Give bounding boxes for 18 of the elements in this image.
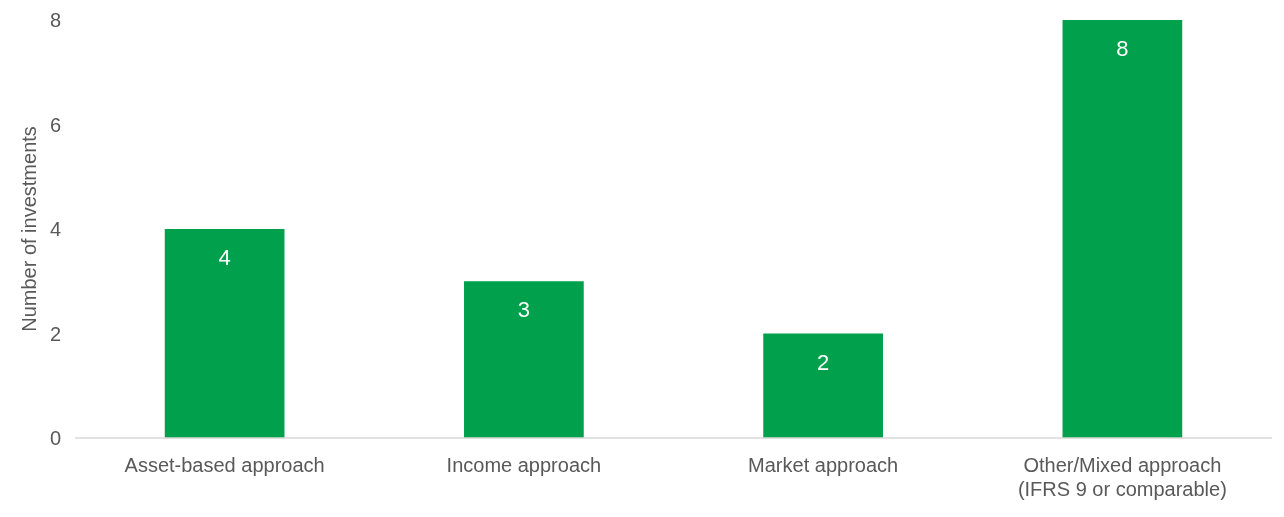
y-axis-title: Number of investments	[18, 126, 40, 332]
data-label: 8	[1116, 36, 1129, 61]
bar	[464, 281, 584, 438]
x-tick-label: Market approach	[748, 454, 899, 476]
bar	[164, 229, 285, 438]
data-label: 4	[218, 245, 231, 270]
y-tick-label: 0	[49, 427, 61, 449]
bar	[1062, 20, 1183, 438]
x-tick-label: Other/Mixed approach (IFRS 9 or comparable)	[1017, 454, 1227, 500]
y-tick-label: 2	[49, 322, 61, 345]
x-tick-label: Income approach	[446, 454, 602, 476]
bar	[763, 333, 883, 438]
x-tick-label: Asset-based approach	[124, 454, 325, 476]
y-tick-label: 4	[49, 218, 61, 240]
y-tick-label: 6	[49, 113, 61, 136]
data-label: 3	[517, 297, 530, 323]
data-label: 2	[817, 349, 830, 375]
y-tick-label: 8	[49, 9, 61, 31]
